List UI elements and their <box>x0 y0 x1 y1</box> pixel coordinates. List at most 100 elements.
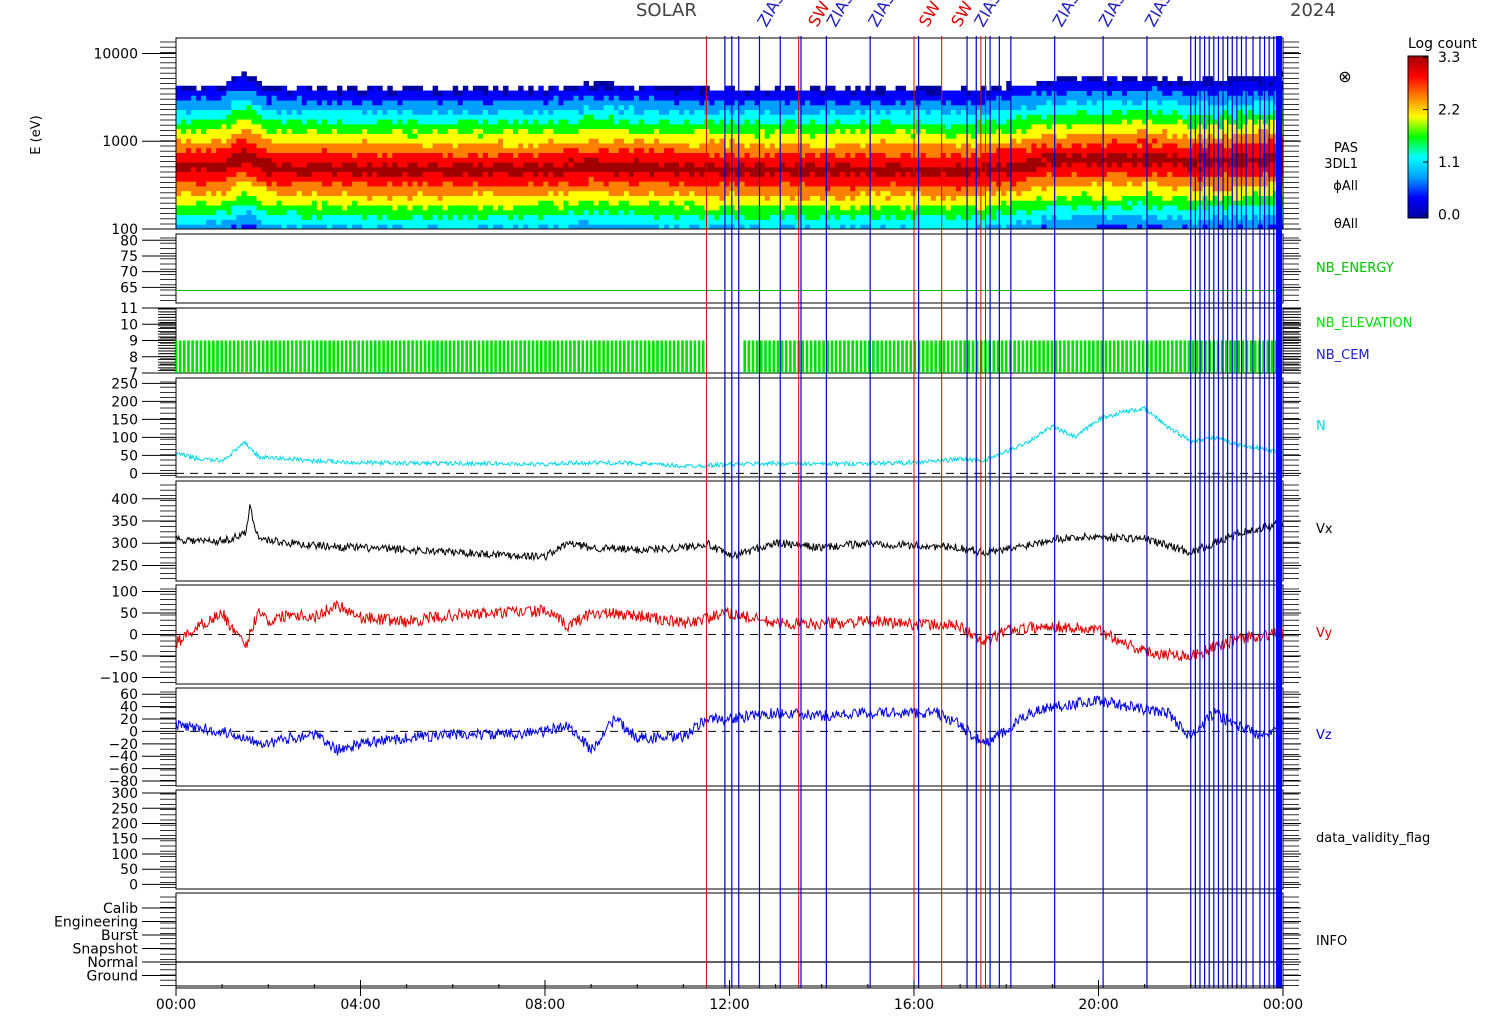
spectrogram-cell <box>804 200 811 206</box>
spectrogram-cell <box>261 157 267 163</box>
spectrogram-cell <box>855 166 861 173</box>
spectrogram-cell <box>477 171 484 177</box>
spectrogram-cell <box>246 100 252 106</box>
spectrogram-cell <box>271 109 278 115</box>
spectrogram-cell <box>432 100 439 106</box>
spectrogram-cell <box>432 214 439 220</box>
spectrogram-cell <box>865 186 871 192</box>
spectrogram-cell <box>211 190 217 196</box>
spectrogram-cell <box>377 128 383 134</box>
spectrogram-cell <box>523 109 529 115</box>
spectrogram-cell <box>986 200 992 206</box>
spectrogram-cell <box>925 181 932 187</box>
spectrogram-cell <box>266 205 273 211</box>
spectrogram-cell <box>749 123 756 130</box>
spectrogram-cell <box>739 190 745 196</box>
spectrogram-cell <box>301 195 308 201</box>
spectrogram-cell <box>573 95 579 101</box>
spectrogram-cell <box>754 181 761 187</box>
spectrogram-cell <box>724 162 730 168</box>
spectrogram-cell <box>603 205 610 211</box>
spectrogram-cell <box>608 209 615 216</box>
spectrogram-cell <box>694 209 700 216</box>
spectrogram-cell <box>316 90 323 96</box>
spectrogram-cell <box>326 171 333 177</box>
spectrogram-cell <box>467 171 474 177</box>
spectrogram-cell <box>367 171 373 177</box>
spectrogram-cell <box>965 128 972 134</box>
spectrogram-cell <box>482 128 489 134</box>
spectrogram-cell <box>664 147 670 153</box>
spectrogram-cell <box>880 162 886 168</box>
spectrogram-cell <box>467 133 474 139</box>
spectrogram-cell <box>855 133 861 139</box>
spectrogram-cell <box>367 133 373 139</box>
spectrogram-cell <box>699 152 705 158</box>
spectrogram-cell <box>608 109 615 115</box>
spectrogram-cell <box>221 186 227 192</box>
spectrogram-cell <box>794 176 801 182</box>
spectrogram-cell <box>744 100 751 106</box>
spectrogram-cell <box>256 214 262 220</box>
spectrogram-cell <box>422 100 428 106</box>
spectrogram-cell <box>875 195 881 201</box>
spectrogram-cell <box>357 128 363 134</box>
spectrogram-cell <box>895 181 901 187</box>
spectrogram-cell <box>885 214 891 220</box>
spectrogram-cell <box>467 176 474 182</box>
spectrogram-cell <box>221 214 227 220</box>
spectrogram-cell <box>875 119 881 125</box>
spectrogram-cell <box>855 104 861 111</box>
spectrogram-cell <box>991 114 997 120</box>
spectrogram-cell <box>900 162 907 168</box>
spectrogram-cell <box>759 138 766 144</box>
spectrogram-cell <box>618 123 625 130</box>
spectrogram-cell <box>865 205 871 211</box>
spectrogram-cell <box>875 109 881 115</box>
spectrogram-cell <box>342 157 348 163</box>
spectrogram-cell <box>563 90 569 96</box>
spectrogram-cell <box>991 128 997 134</box>
spectrogram-cell <box>774 95 781 101</box>
spectrogram-cell <box>181 152 187 158</box>
spectrogram-cell <box>689 100 695 106</box>
spectrogram-cell <box>613 190 620 196</box>
spectrogram-cell <box>945 157 952 163</box>
spectrogram-cell <box>477 186 484 192</box>
spectrogram-cell <box>518 224 524 230</box>
spectrogram-cell <box>613 143 620 149</box>
spectrogram-cell <box>648 162 655 168</box>
spectrogram-cell <box>910 152 917 158</box>
spectrogram-cell <box>482 205 489 211</box>
spectrogram-cell <box>221 95 227 101</box>
spectrogram-cell <box>296 224 303 230</box>
spectrogram-cell <box>462 181 469 187</box>
spectrogram-cell <box>181 104 187 111</box>
spectrogram-cell <box>804 214 811 220</box>
spectrogram-cell <box>367 147 373 153</box>
spectrogram-cell <box>231 147 237 153</box>
spectrogram-cell <box>699 171 705 177</box>
spectrogram-cell <box>704 195 710 201</box>
spectrogram-cell <box>900 214 907 220</box>
spectrogram-cell <box>191 224 197 230</box>
spectrogram-cell <box>563 147 569 153</box>
spectrogram-cell <box>392 209 398 216</box>
spectrogram-cell <box>437 104 444 111</box>
spectrogram-cell <box>523 176 529 182</box>
spectrogram-cell <box>965 143 972 149</box>
spectrogram-cell <box>236 176 242 182</box>
spectrogram-cell <box>342 190 348 196</box>
spectrogram-cell <box>211 85 217 91</box>
spectrogram-cell <box>462 114 469 120</box>
spectrogram-cell <box>654 162 660 168</box>
spectrogram-cell <box>603 200 610 206</box>
spectrogram-cell <box>724 224 730 230</box>
spectrogram-cell <box>930 138 937 144</box>
spectrogram-cell <box>643 195 650 201</box>
spectrogram-cell <box>347 100 353 106</box>
spectrogram-cell <box>659 190 665 196</box>
spectrogram-cell <box>774 214 781 220</box>
spectrogram-cell <box>900 100 907 106</box>
spectrogram-cell <box>664 128 670 134</box>
